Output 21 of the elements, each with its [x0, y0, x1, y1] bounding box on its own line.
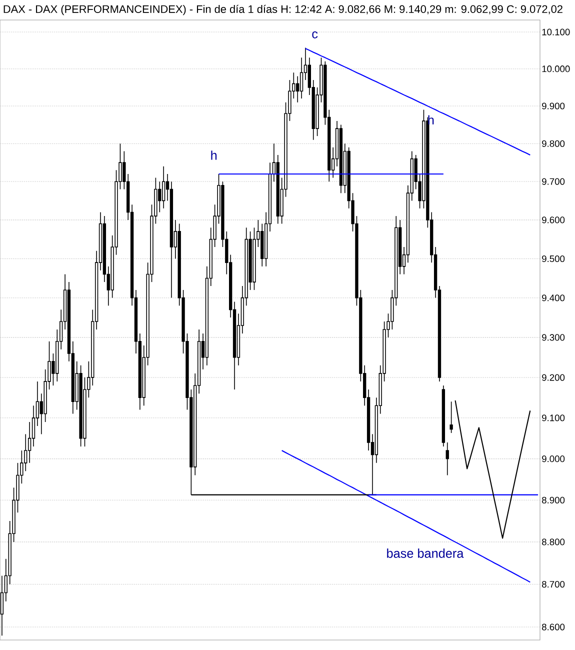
y-tick-label: 9.100 — [542, 414, 565, 422]
y-tick-label: 8.700 — [542, 580, 565, 588]
y-tick-label: 9.500 — [542, 255, 565, 262]
y-tick-label: 8.900 — [542, 496, 565, 504]
y-tick-label: 9.800 — [542, 140, 565, 147]
annotation: c — [312, 31, 318, 38]
y-tick-label: 10.000 — [542, 66, 570, 72]
y-tick-label: 9.400 — [542, 294, 565, 302]
y-tick-label: 9.000 — [542, 456, 565, 462]
y-tick-label: 9.900 — [542, 102, 565, 110]
y-tick-label: 8.600 — [542, 624, 565, 630]
annotation: h — [428, 115, 434, 124]
y-tick-label: 9.300 — [542, 334, 565, 341]
annotation: base bandera — [387, 548, 464, 558]
chart-title: DAX - DAX (PERFORMANCEINDEX) - Fin de día 1 días H: 12:42 A: 9.082,66 M: 9.140,29 m: 9.062,99 C: 9.072,02 — [4, 4, 562, 16]
y-tick-label: 8.800 — [542, 538, 565, 546]
annotation: h — [211, 150, 217, 160]
y-tick-label: 9.200 — [542, 374, 565, 381]
y-tick-label: 10.100 — [542, 28, 570, 36]
y-tick-label: 9.700 — [542, 178, 565, 185]
y-tick-label: 9.600 — [542, 216, 565, 224]
